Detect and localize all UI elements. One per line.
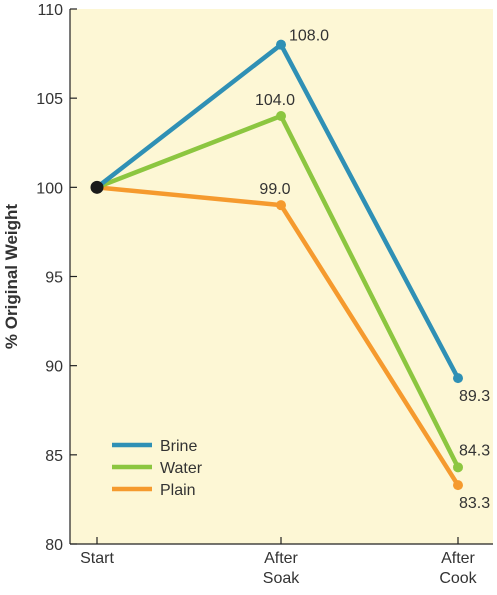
- data-label-brine: 89.3: [459, 388, 490, 405]
- data-label-plain: 83.3: [459, 495, 490, 512]
- data-point-water: [276, 111, 286, 121]
- x-tick-label: After Soak: [263, 550, 300, 587]
- data-labels: 108.0 89.3 104.0 84.3 99.0 83.3: [255, 28, 490, 512]
- data-point-brine: [276, 39, 286, 50]
- y-tick-label: 80: [45, 537, 63, 554]
- data-label-water: 84.3: [459, 442, 490, 459]
- legend-label-water: Water: [160, 460, 203, 477]
- data-label-plain: 99.0: [259, 181, 290, 198]
- x-tick-label: Start: [80, 550, 114, 567]
- legend-label-brine: Brine: [160, 438, 197, 455]
- data-point-water: [453, 462, 463, 473]
- legend-label-plain: Plain: [160, 482, 196, 499]
- y-axis-label: % Original Weight: [2, 204, 21, 349]
- data-point-plain: [453, 480, 463, 491]
- plot-area: [70, 9, 493, 544]
- y-tick-label: 110: [37, 2, 63, 19]
- data-label-brine: 108.0: [289, 28, 329, 45]
- y-tick-label: 100: [36, 180, 63, 197]
- data-label-water: 104.0: [255, 92, 295, 109]
- start-point-marker: [90, 180, 104, 194]
- y-tick-label: 95: [45, 270, 63, 287]
- data-point-plain: [276, 200, 286, 211]
- data-point-brine: [453, 373, 463, 384]
- y-tick-label: 85: [45, 448, 63, 465]
- x-tick-label: After Cook: [439, 550, 477, 587]
- axes: 80 85 90 95 100 105 110 Start After Soak After Cook: [36, 2, 493, 587]
- y-tick-label: 90: [45, 359, 63, 376]
- y-tick-label: 105: [36, 91, 63, 108]
- series-points: [90, 39, 463, 491]
- legend: Brine Water Plain: [112, 438, 203, 499]
